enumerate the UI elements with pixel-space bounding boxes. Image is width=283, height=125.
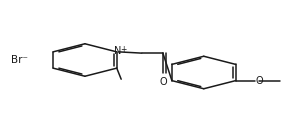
Text: O: O: [159, 77, 167, 87]
Text: N: N: [114, 46, 121, 56]
Text: +: +: [120, 45, 126, 54]
Text: Br⁻: Br⁻: [11, 55, 28, 65]
Text: O: O: [256, 76, 264, 86]
